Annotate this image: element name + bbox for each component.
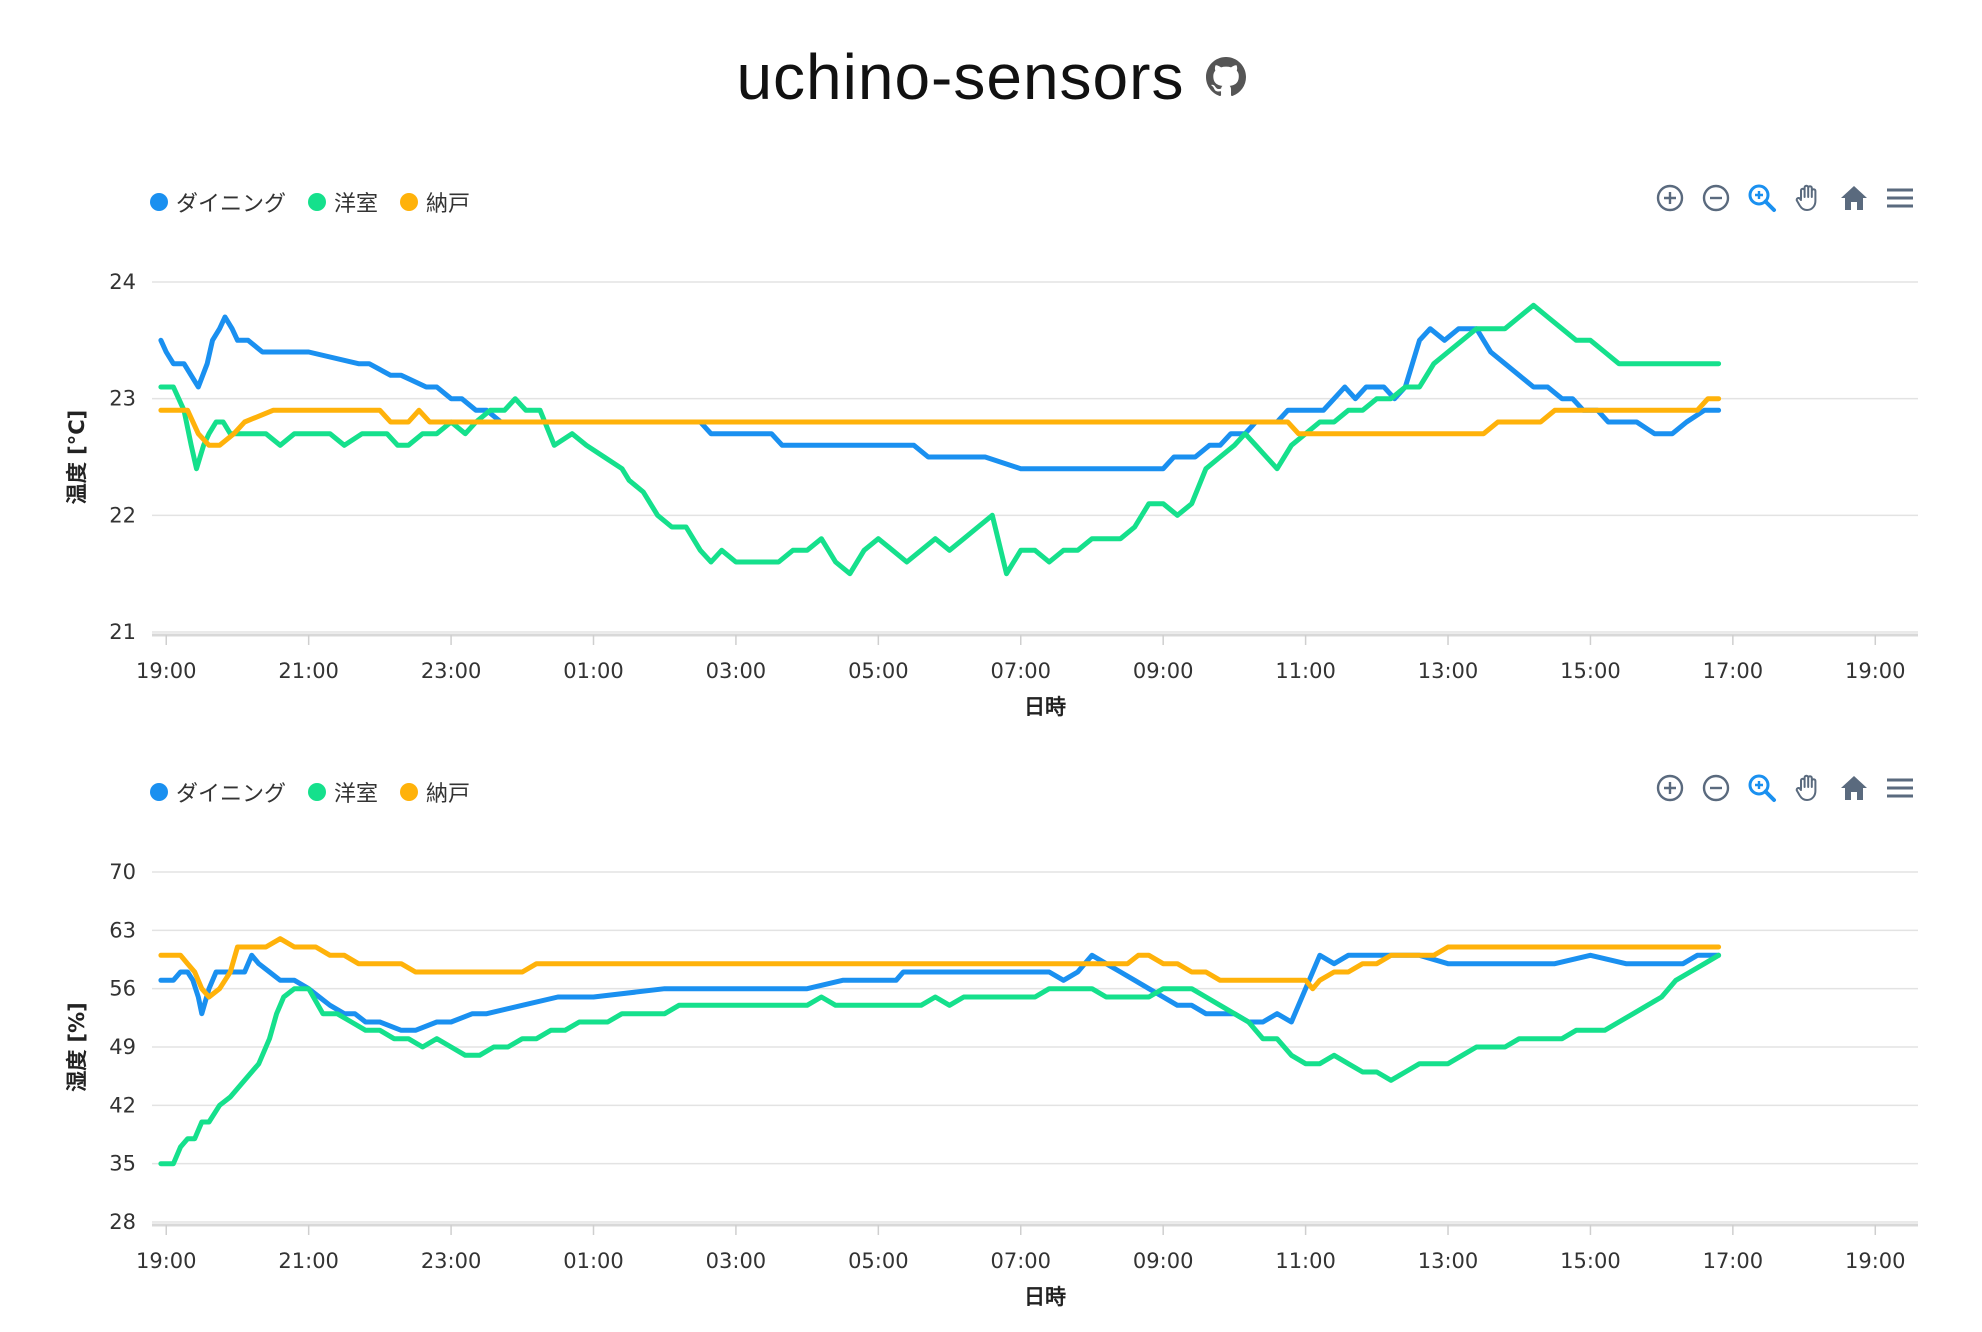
x-tick-label: 17:00 [1703, 1249, 1764, 1273]
x-tick-label: 23:00 [421, 659, 482, 683]
x-tick-label: 21:00 [278, 659, 339, 683]
y-tick-label: 63 [109, 918, 136, 942]
series-line-storage[interactable] [158, 396, 1722, 448]
legend-label: 洋室 [334, 782, 379, 807]
y-tick-label: 22 [109, 503, 136, 527]
legend-item-western[interactable]: 洋室 [308, 186, 378, 218]
chart-legend: ダイニング 洋室 納戸 [150, 186, 470, 218]
y-axis-title: 温度 [°C] [65, 410, 89, 504]
pan-hand-icon[interactable] [1792, 772, 1824, 804]
x-tick-label: 11:00 [1275, 1249, 1336, 1273]
x-axis-title: 日時 [1024, 1285, 1066, 1309]
x-tick-label: 07:00 [990, 1249, 1051, 1273]
legend-marker [308, 193, 327, 211]
x-tick-label: 13:00 [1418, 659, 1479, 683]
pan-hand-icon[interactable] [1792, 182, 1824, 214]
x-tick-label: 11:00 [1275, 659, 1336, 683]
zoom-out-icon[interactable] [1700, 772, 1732, 804]
series-line-dining[interactable] [158, 952, 1722, 1033]
github-icon[interactable] [1205, 57, 1246, 97]
y-tick-label: 56 [109, 977, 136, 1001]
chart-toolbar [1654, 182, 1916, 214]
legend-item-western[interactable]: 洋室 [308, 776, 378, 808]
temperature-chart: ダイニング 洋室 納戸 24 23 22 21 19:00 21:00 23:00 01:00… [0, 160, 1982, 720]
series-line-western[interactable] [158, 952, 1722, 1167]
zoom-in-icon[interactable] [1654, 772, 1686, 804]
series-line-dining[interactable] [158, 314, 1722, 472]
y-tick-label: 70 [109, 860, 136, 884]
y-tick-label: 28 [109, 1210, 136, 1234]
page-header: uchino-sensors [0, 40, 1982, 114]
legend-marker [150, 783, 168, 801]
x-tick-label: 19:00 [1845, 1249, 1906, 1273]
x-tick-label: 21:00 [278, 1249, 339, 1273]
series-line-storage[interactable] [158, 936, 1722, 1000]
x-tick-label: 15:00 [1560, 659, 1621, 683]
legend-label: 納戸 [426, 192, 471, 217]
legend-marker [308, 783, 327, 801]
x-tick-label: 07:00 [990, 659, 1051, 683]
reset-home-icon[interactable] [1838, 182, 1870, 214]
legend-label: 納戸 [426, 782, 471, 807]
x-tick-label: 09:00 [1133, 1249, 1194, 1273]
x-tick-label: 19:00 [136, 659, 197, 683]
selection-zoom-icon[interactable] [1746, 182, 1778, 214]
x-tick-label: 05:00 [848, 659, 909, 683]
menu-icon[interactable] [1884, 772, 1916, 804]
y-tick-label: 24 [109, 270, 136, 294]
x-axis-title: 日時 [1024, 695, 1066, 719]
zoom-out-icon[interactable] [1700, 182, 1732, 214]
y-axis-title: 湿度 [%] [65, 1002, 89, 1092]
legend-item-dining[interactable]: ダイニング [150, 776, 286, 808]
y-tick-label: 35 [109, 1152, 136, 1176]
legend-label: ダイニング [176, 782, 287, 807]
legend-marker [400, 783, 419, 801]
legend-marker [150, 193, 168, 211]
x-tick-label: 19:00 [136, 1249, 197, 1273]
legend-label: ダイニング [176, 192, 287, 217]
x-tick-label: 19:00 [1845, 659, 1906, 683]
menu-icon[interactable] [1884, 182, 1916, 214]
chart-legend: ダイニング 洋室 納戸 [150, 776, 470, 808]
x-tick-label: 13:00 [1418, 1249, 1479, 1273]
y-tick-label: 21 [109, 620, 136, 644]
selection-zoom-icon[interactable] [1746, 772, 1778, 804]
chart-toolbar [1654, 772, 1916, 804]
x-tick-label: 15:00 [1560, 1249, 1621, 1273]
page-title: uchino-sensors [736, 41, 1185, 113]
x-tick-label: 03:00 [706, 659, 767, 683]
series-line-western[interactable] [158, 302, 1722, 577]
x-tick-label: 23:00 [421, 1249, 482, 1273]
legend-item-dining[interactable]: ダイニング [150, 186, 286, 218]
x-tick-label: 17:00 [1703, 659, 1764, 683]
x-tick-label: 09:00 [1133, 659, 1194, 683]
legend-label: 洋室 [334, 192, 379, 217]
legend-item-storage[interactable]: 納戸 [400, 776, 470, 808]
y-tick-label: 42 [109, 1093, 136, 1117]
humidity-chart: ダイニング 洋室 納戸 70 63 56 49 42 35 28 19:00 21:00 23:0… [0, 750, 1982, 1310]
reset-home-icon[interactable] [1838, 772, 1870, 804]
legend-marker [400, 193, 419, 211]
x-tick-label: 01:00 [563, 659, 624, 683]
y-tick-label: 23 [109, 387, 136, 411]
y-tick-label: 49 [109, 1035, 136, 1059]
legend-item-storage[interactable]: 納戸 [400, 186, 470, 218]
zoom-in-icon[interactable] [1654, 182, 1686, 214]
x-tick-label: 03:00 [706, 1249, 767, 1273]
x-tick-label: 05:00 [848, 1249, 909, 1273]
x-tick-label: 01:00 [563, 1249, 624, 1273]
